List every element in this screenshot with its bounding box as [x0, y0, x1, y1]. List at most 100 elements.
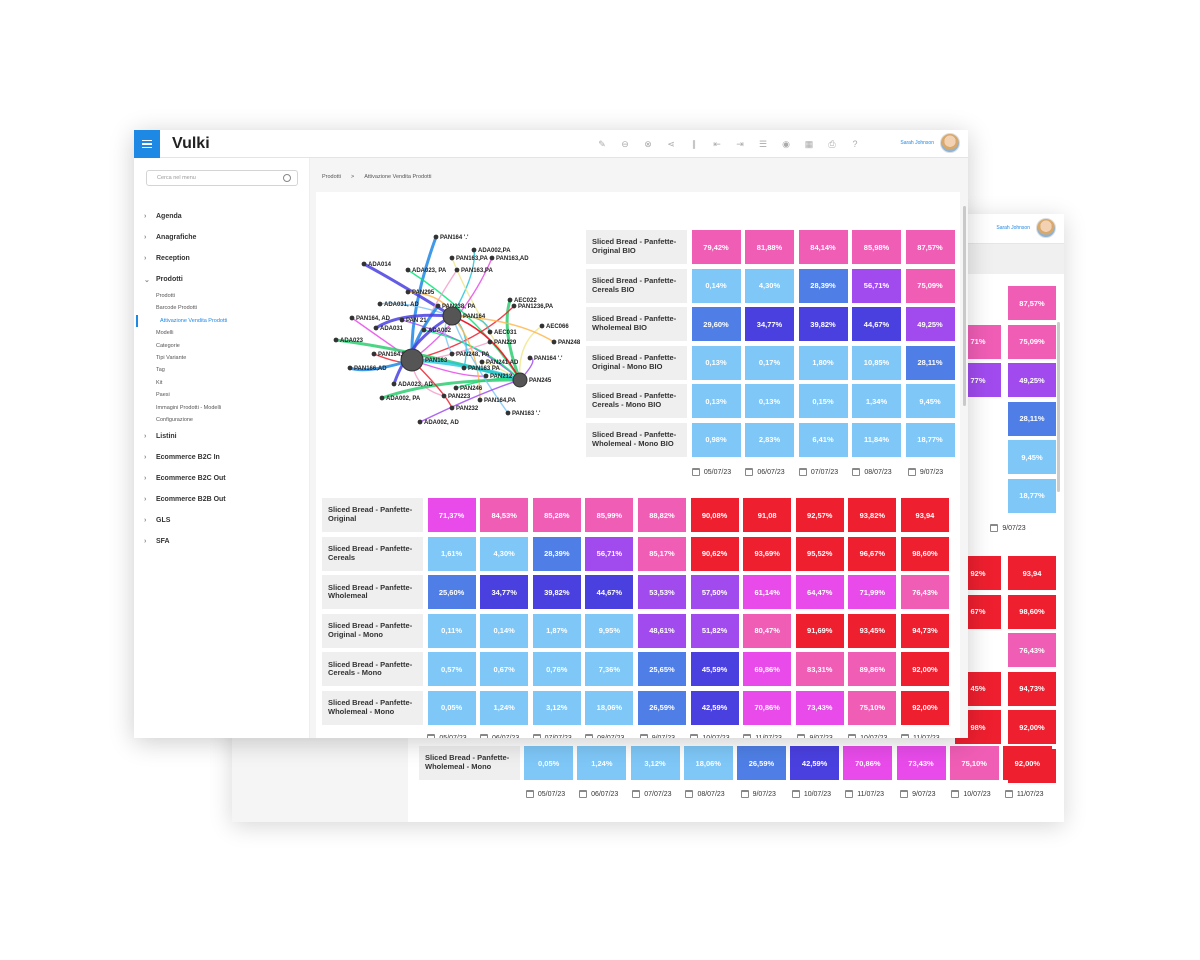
sidebar-subitem-active[interactable]: Attivazione Vendita Prodotti [136, 314, 304, 328]
heatmap-cell[interactable]: 92,00% [900, 652, 949, 687]
heatmap-cell[interactable]: 84,14% [798, 230, 848, 264]
search-icon[interactable] [283, 174, 291, 182]
heatmap-cell[interactable]: 39,82% [798, 307, 848, 341]
sidebar-subitem[interactable]: Immagini Prodotti - Modelli [156, 404, 222, 411]
heatmap-cell[interactable]: 95,52% [795, 536, 844, 571]
heatmap-cell[interactable]: 0,14% [480, 613, 529, 648]
sidebar-subitem[interactable]: Tipi Variante [156, 354, 187, 361]
heatmap-cell[interactable]: 0,13% [691, 345, 741, 380]
sidebar-item[interactable]: › GLS [144, 510, 304, 531]
heatmap-cell[interactable]: 94,73% [900, 613, 949, 648]
sidebar-subitem[interactable]: Tag [156, 367, 165, 374]
heatmap-cell[interactable]: 0,15% [798, 384, 848, 418]
sidebar-subitem[interactable]: Kit [156, 379, 163, 386]
heatmap-cell[interactable]: 76,43% [1008, 633, 1056, 667]
heatmap-cell[interactable]: 90,08% [690, 498, 739, 532]
heatmap-cell[interactable]: 1,24% [480, 690, 529, 725]
help-icon[interactable]: ? [852, 139, 858, 149]
print-icon[interactable]: ⎙ [828, 139, 836, 149]
heatmap-cell[interactable]: 76,43% [900, 575, 949, 610]
heatmap-cell[interactable]: 45,59% [690, 652, 739, 687]
calendar-icon[interactable]: ▦ [804, 139, 814, 149]
heatmap-cell[interactable]: 0,05% [524, 746, 574, 780]
heatmap-cell[interactable]: 34,77% [745, 307, 794, 341]
heatmap-cell[interactable]: 85,99% [585, 498, 634, 532]
heatmap-cell[interactable]: 9,45% [905, 384, 955, 418]
sidebar-item[interactable]: › Listini [144, 426, 304, 447]
heatmap-cell[interactable]: 93,82% [848, 498, 897, 532]
heatmap-cell[interactable]: 9,95% [585, 613, 634, 648]
heatmap-cell[interactable]: 87,57% [905, 230, 955, 264]
heatmap-cell[interactable]: 84,53% [480, 498, 529, 532]
heatmap-cell[interactable]: 69,86% [743, 652, 792, 687]
heatmap-cell[interactable]: 4,30% [745, 268, 794, 303]
heatmap-cell[interactable]: 1,80% [798, 345, 848, 380]
close-circle-icon[interactable]: ⊗ [644, 139, 652, 149]
heatmap-cell[interactable]: 0,13% [745, 384, 794, 418]
heatmap-cell[interactable]: 18,77% [1008, 478, 1056, 513]
minus-circle-icon[interactable]: ⊖ [621, 139, 629, 149]
sidebar-subitem[interactable]: Paesi [156, 392, 170, 399]
heatmap-cell[interactable]: 53,53% [637, 575, 686, 610]
heatmap-cell[interactable]: 9,45% [1008, 440, 1056, 474]
heatmap-cell[interactable]: 80,47% [743, 613, 792, 648]
heatmap-cell[interactable]: 64,47% [795, 575, 844, 610]
heatmap-cell[interactable]: 42,59% [790, 746, 840, 780]
breadcrumb-root[interactable]: Prodotti [322, 174, 341, 180]
sidebar-item[interactable]: › Agenda [144, 206, 304, 227]
heatmap-cell[interactable]: 96,67% [848, 536, 897, 571]
heatmap-cell[interactable]: 75,09% [905, 268, 955, 303]
heatmap-cell[interactable]: 0,76% [532, 652, 581, 687]
sidebar-subitem[interactable]: Prodotti [156, 293, 175, 299]
sidebar-item[interactable]: ⌄ Prodotti [144, 269, 304, 290]
heatmap-cell[interactable]: 93,69% [743, 536, 792, 571]
sidebar-subitem[interactable]: Barcode Prodotti [156, 305, 197, 312]
heatmap-cell[interactable]: 73,43% [896, 746, 946, 780]
heatmap-cell[interactable]: 28,11% [1008, 401, 1056, 436]
heatmap-cell[interactable]: 92,00% [1008, 710, 1056, 744]
edit-icon[interactable]: ✎ [598, 139, 606, 149]
heatmap-cell[interactable]: 0,57% [427, 652, 476, 687]
heatmap-cell[interactable]: 44,67% [852, 307, 901, 341]
heatmap-cell[interactable]: 3,12% [532, 690, 581, 725]
heatmap-cell[interactable]: 0,13% [691, 384, 741, 418]
heatmap-cell[interactable]: 0,67% [480, 652, 529, 687]
heatmap-cell[interactable]: 70,86% [843, 746, 893, 780]
heatmap-cell[interactable]: 89,86% [848, 652, 897, 687]
menu-search-input[interactable]: Cerca nel menu [146, 170, 298, 186]
sidebar-subitem[interactable]: Modelli [156, 330, 174, 337]
heatmap-cell[interactable]: 91,69% [795, 613, 844, 648]
share-icon[interactable]: ⋖ [667, 139, 675, 149]
heatmap-cell[interactable]: 18,06% [585, 690, 634, 725]
heatmap-cell[interactable]: 0,11% [427, 613, 476, 648]
heatmap-cell[interactable]: 42,59% [690, 690, 739, 725]
heatmap-cell[interactable]: 29,60% [691, 307, 741, 341]
list-icon[interactable]: ☰ [758, 139, 768, 149]
heatmap-cell[interactable]: 92,00% [900, 690, 949, 725]
user-menu[interactable]: Sarah Johnson [900, 133, 960, 153]
heatmap-cell[interactable]: 28,39% [798, 268, 848, 303]
heatmap-cell[interactable]: 94,73% [1008, 671, 1056, 706]
heatmap-cell[interactable]: 0,05% [427, 690, 476, 725]
heatmap-cell[interactable]: 61,14% [743, 575, 792, 610]
heatmap-cell[interactable]: 26,59% [736, 746, 786, 780]
heatmap-cell[interactable]: 18,06% [683, 746, 733, 780]
heatmap-cell[interactable]: 98,60% [1008, 594, 1056, 629]
heatmap-cell[interactable]: 92,57% [795, 498, 844, 532]
sidebar-item[interactable]: › Ecommerce B2C Out [144, 468, 304, 489]
heatmap-cell[interactable]: 2,83% [745, 422, 794, 457]
sidebar-item[interactable]: › Ecommerce B2B Out [144, 489, 304, 510]
heatmap-cell[interactable]: 93,94 [900, 498, 949, 532]
heatmap-cell[interactable]: 90,62% [690, 536, 739, 571]
heatmap-cell[interactable]: 26,59% [637, 690, 686, 725]
heatmap-cell[interactable]: 71,99% [848, 575, 897, 610]
import-icon[interactable]: ⇥ [736, 139, 744, 149]
background-scrollbar[interactable] [1057, 322, 1060, 492]
heatmap-cell[interactable]: 1,61% [427, 536, 476, 571]
background-user[interactable]: Sarah Johnson [996, 218, 1056, 238]
heatmap-cell[interactable]: 3,12% [630, 746, 680, 780]
heatmap-cell[interactable]: 48,61% [637, 613, 686, 648]
heatmap-cell[interactable]: 51,82% [690, 613, 739, 648]
heatmap-cell[interactable]: 1,87% [532, 613, 581, 648]
heatmap-cell[interactable]: 93,45% [848, 613, 897, 648]
